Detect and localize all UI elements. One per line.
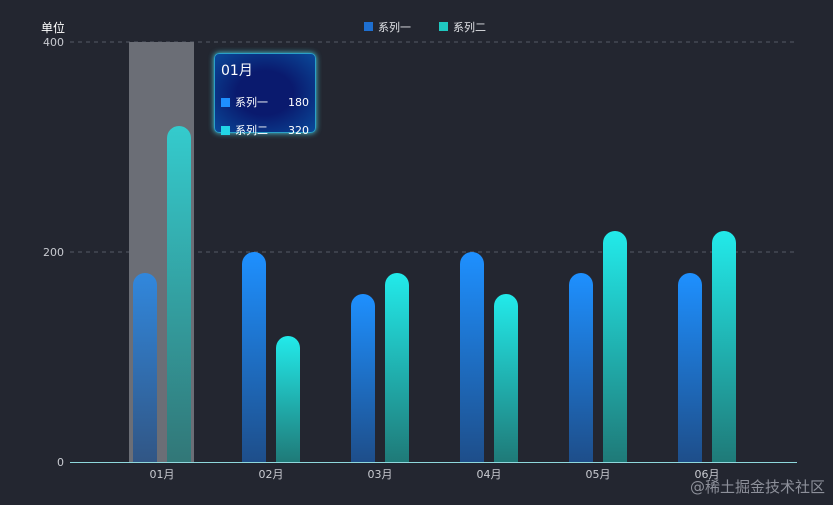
bar-1 [569,273,593,462]
legend-swatch [364,22,373,31]
x-tick-label: 06月 [695,468,720,481]
tooltip-row: 系列二 320 [221,122,309,138]
bar-2 [385,273,409,462]
y-tick-label: 200 [43,246,64,259]
y-axis-label: 单位 [41,20,65,35]
bar-2 [167,126,191,462]
tooltip-value: 180 [288,95,309,109]
x-tick-label: 02月 [259,468,284,481]
tooltip-title: 01月 [221,63,253,79]
y-tick-label: 0 [57,456,64,469]
x-tick-label: 05月 [586,468,611,481]
tooltip-row: 系列一 180 [221,94,309,110]
watermark: @稀土掘金技术社区 [689,478,825,496]
series1-swatch [221,97,230,107]
bar-1 [460,252,484,462]
x-tick-label: 04月 [477,468,502,481]
x-tick-label: 03月 [368,468,393,481]
legend-swatch [439,22,448,31]
bar-1 [242,252,266,462]
bar-1 [351,294,375,462]
tooltip-value: 320 [288,123,309,137]
tooltip: 01月 系列一 180 系列二 320 [214,53,316,137]
tooltip-series-name: 系列二 [235,124,268,137]
legend-label: 系列二 [453,20,486,34]
bar-2 [494,294,518,462]
tooltip-series-name: 系列一 [235,96,268,109]
bar-1 [678,273,702,462]
legend-label: 系列一 [378,20,411,34]
bar-2 [712,231,736,462]
bar-2 [276,336,300,462]
bar-2 [603,231,627,462]
y-tick-label: 400 [43,36,64,49]
series2-swatch [221,125,230,135]
bar-1 [133,273,157,462]
x-tick-label: 01月 [150,468,175,481]
